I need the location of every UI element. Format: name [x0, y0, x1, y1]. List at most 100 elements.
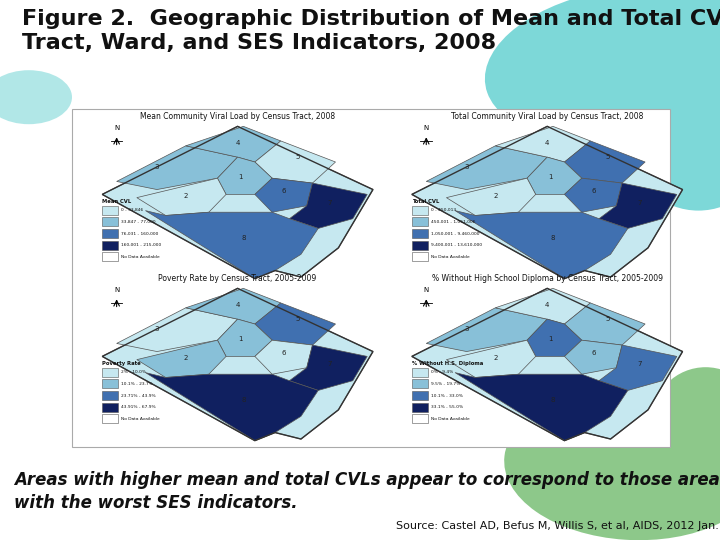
Bar — [102, 241, 118, 249]
Ellipse shape — [652, 367, 720, 475]
Bar — [412, 218, 428, 226]
Text: 4: 4 — [545, 139, 549, 146]
Text: 0% - 9.4%: 0% - 9.4% — [431, 370, 453, 374]
Bar — [102, 252, 118, 261]
Text: 2% - 10.0%: 2% - 10.0% — [121, 370, 146, 374]
Text: 2: 2 — [493, 355, 498, 361]
Polygon shape — [412, 288, 683, 441]
Title: Mean Community Viral Load by Census Tract, 2008: Mean Community Viral Load by Census Trac… — [140, 112, 336, 121]
Bar — [412, 368, 428, 377]
Polygon shape — [145, 211, 318, 279]
Text: 2: 2 — [184, 193, 188, 199]
Bar — [102, 368, 118, 377]
Polygon shape — [527, 157, 582, 194]
Polygon shape — [145, 373, 318, 441]
Bar — [412, 252, 428, 261]
Ellipse shape — [634, 92, 720, 211]
Text: Figure 2.  Geographic Distribution of Mean and Total CVL by Census
Tract, Ward, : Figure 2. Geographic Distribution of Mea… — [22, 10, 720, 53]
Text: Poverty Rate: Poverty Rate — [102, 361, 141, 366]
Text: Source: Castel AD, Befus M, Willis S, et al, AIDS, 2012 Jan.: Source: Castel AD, Befus M, Willis S, et… — [396, 521, 719, 531]
Bar — [102, 218, 118, 226]
Bar — [412, 229, 428, 238]
Bar — [412, 414, 428, 423]
Text: 76,031 - 160,000: 76,031 - 160,000 — [121, 232, 158, 235]
Text: No Data Available: No Data Available — [121, 417, 160, 421]
Text: N: N — [114, 125, 120, 131]
Title: % Without High School Diploma by Census Tract, 2005-2009: % Without High School Diploma by Census … — [432, 274, 662, 283]
Text: 8: 8 — [551, 397, 555, 403]
Text: Total CVL: Total CVL — [412, 199, 439, 204]
Text: 2: 2 — [184, 355, 188, 361]
Bar — [102, 414, 118, 423]
Bar — [102, 229, 118, 238]
Polygon shape — [117, 146, 238, 190]
Text: 8: 8 — [241, 397, 246, 403]
Text: 7: 7 — [328, 199, 332, 206]
Bar — [412, 403, 428, 411]
Polygon shape — [426, 308, 547, 352]
Text: No Data Available: No Data Available — [121, 255, 160, 259]
Polygon shape — [186, 288, 281, 324]
Text: 10.1% - 33.0%: 10.1% - 33.0% — [431, 394, 462, 397]
Text: 1: 1 — [238, 173, 243, 180]
Text: 6: 6 — [591, 350, 595, 356]
Ellipse shape — [485, 0, 720, 143]
Text: 5: 5 — [296, 154, 300, 160]
Text: 2: 2 — [493, 193, 498, 199]
Bar — [412, 391, 428, 400]
Polygon shape — [412, 126, 683, 279]
Text: 7: 7 — [637, 361, 642, 368]
Text: No Data Available: No Data Available — [431, 255, 469, 259]
Text: 5: 5 — [296, 316, 300, 322]
Polygon shape — [255, 178, 312, 212]
Text: 7: 7 — [637, 199, 642, 206]
Bar — [412, 380, 428, 388]
Text: 10.1% - 23.7%: 10.1% - 23.7% — [121, 382, 153, 386]
Polygon shape — [599, 345, 677, 390]
Text: 5: 5 — [606, 316, 610, 322]
Text: 3: 3 — [155, 164, 159, 170]
Polygon shape — [564, 340, 622, 374]
Text: 3: 3 — [464, 164, 469, 170]
Text: 4: 4 — [235, 301, 240, 308]
Text: N: N — [114, 287, 120, 293]
Polygon shape — [455, 373, 628, 441]
Bar — [412, 241, 428, 249]
Text: 43.91% - 67.9%: 43.91% - 67.9% — [121, 405, 156, 409]
Polygon shape — [289, 183, 367, 228]
Polygon shape — [255, 340, 312, 374]
Bar — [412, 206, 428, 215]
Polygon shape — [455, 211, 628, 279]
Polygon shape — [426, 146, 547, 190]
Text: 7: 7 — [328, 361, 332, 368]
Bar — [102, 380, 118, 388]
FancyBboxPatch shape — [72, 109, 670, 447]
Polygon shape — [564, 303, 645, 345]
Text: 9,400,001 - 13,610,000: 9,400,001 - 13,610,000 — [431, 243, 482, 247]
Bar — [102, 206, 118, 215]
Title: Total Community Viral Load by Census Tract, 2008: Total Community Viral Load by Census Tra… — [451, 112, 644, 121]
Text: 6: 6 — [282, 350, 286, 356]
Polygon shape — [599, 183, 677, 228]
Polygon shape — [117, 308, 238, 352]
Text: 33,847 - 77,000: 33,847 - 77,000 — [121, 220, 156, 224]
Polygon shape — [102, 288, 373, 441]
Text: 160,001 - 215,000: 160,001 - 215,000 — [121, 243, 161, 247]
Text: N: N — [423, 287, 429, 293]
Text: 6: 6 — [591, 188, 595, 194]
Text: 3: 3 — [155, 326, 159, 332]
Polygon shape — [495, 126, 590, 162]
Ellipse shape — [504, 389, 720, 540]
Bar — [102, 403, 118, 411]
Polygon shape — [255, 141, 336, 183]
Text: Mean CVL: Mean CVL — [102, 199, 132, 204]
Polygon shape — [255, 303, 336, 345]
Text: 3: 3 — [464, 326, 469, 332]
Bar — [102, 391, 118, 400]
Text: 4: 4 — [545, 301, 549, 308]
Text: Areas with higher mean and total CVLs appear to correspond to those areas
with t: Areas with higher mean and total CVLs ap… — [14, 471, 720, 512]
Text: 4: 4 — [235, 139, 240, 146]
Text: No Data Available: No Data Available — [431, 417, 469, 421]
Polygon shape — [446, 340, 536, 377]
Polygon shape — [137, 340, 226, 377]
